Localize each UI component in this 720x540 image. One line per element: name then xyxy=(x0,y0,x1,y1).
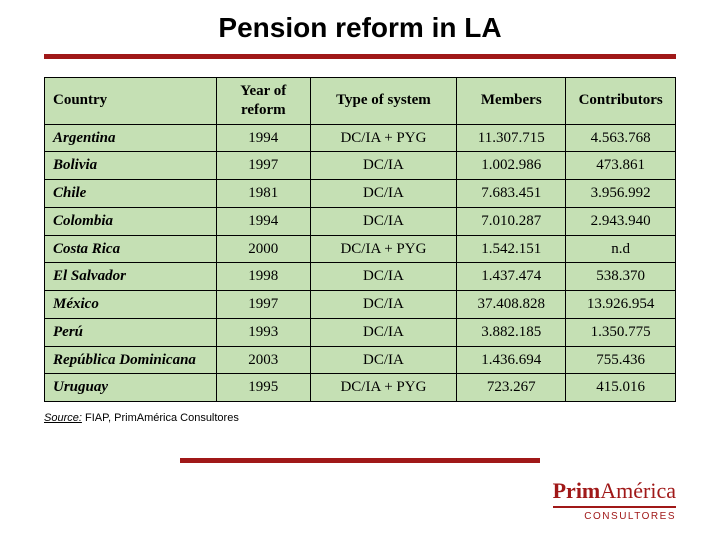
cell-year: 1998 xyxy=(216,263,310,291)
cell-year: 1997 xyxy=(216,291,310,319)
cell-contributors: 473.861 xyxy=(566,152,676,180)
cell-contributors: 415.016 xyxy=(566,374,676,402)
cell-members: 1.002.986 xyxy=(457,152,566,180)
bottom-divider xyxy=(180,458,540,463)
cell-type: DC/IA xyxy=(310,180,457,208)
table-row: México1997DC/IA37.408.82813.926.954 xyxy=(45,291,676,319)
table-row: Colombia1994DC/IA7.010.2872.943.940 xyxy=(45,207,676,235)
source-text: FIAP, PrimAmérica Consultores xyxy=(85,412,239,424)
cell-country: Bolivia xyxy=(45,152,217,180)
cell-type: DC/IA xyxy=(310,207,457,235)
col-contributors: Contributors xyxy=(566,78,676,125)
cell-country: Argentina xyxy=(45,124,217,152)
table-row: Perú1993DC/IA3.882.1851.350.775 xyxy=(45,318,676,346)
table-row: Costa Rica2000DC/IA + PYG1.542.151n.d xyxy=(45,235,676,263)
logo-wordmark: PrimAmérica xyxy=(553,478,676,504)
cell-type: DC/IA + PYG xyxy=(310,235,457,263)
cell-contributors: 4.563.768 xyxy=(566,124,676,152)
cell-type: DC/IA xyxy=(310,346,457,374)
cell-type: DC/IA + PYG xyxy=(310,374,457,402)
cell-year: 1994 xyxy=(216,124,310,152)
cell-type: DC/IA + PYG xyxy=(310,124,457,152)
logo-part1: Prim xyxy=(553,478,601,503)
cell-year: 1995 xyxy=(216,374,310,402)
brand-logo: PrimAmérica CONSULTORES xyxy=(553,478,676,522)
cell-country: El Salvador xyxy=(45,263,217,291)
col-year: Year of reform xyxy=(216,78,310,125)
cell-type: DC/IA xyxy=(310,152,457,180)
table-row: Argentina1994DC/IA + PYG11.307.7154.563.… xyxy=(45,124,676,152)
cell-country: Perú xyxy=(45,318,217,346)
top-divider xyxy=(44,54,676,59)
cell-contributors: 2.943.940 xyxy=(566,207,676,235)
logo-divider xyxy=(553,506,676,508)
cell-year: 1981 xyxy=(216,180,310,208)
cell-type: DC/IA xyxy=(310,263,457,291)
cell-country: Uruguay xyxy=(45,374,217,402)
pension-table-container: Country Year of reform Type of system Me… xyxy=(44,77,676,402)
cell-country: República Dominicana xyxy=(45,346,217,374)
cell-country: Colombia xyxy=(45,207,217,235)
pension-table: Country Year of reform Type of system Me… xyxy=(44,77,676,402)
cell-year: 1994 xyxy=(216,207,310,235)
cell-country: Costa Rica xyxy=(45,235,217,263)
cell-members: 37.408.828 xyxy=(457,291,566,319)
cell-members: 7.010.287 xyxy=(457,207,566,235)
cell-country: Chile xyxy=(45,180,217,208)
cell-year: 2000 xyxy=(216,235,310,263)
cell-members: 7.683.451 xyxy=(457,180,566,208)
col-type: Type of system xyxy=(310,78,457,125)
cell-country: México xyxy=(45,291,217,319)
cell-type: DC/IA xyxy=(310,291,457,319)
col-members: Members xyxy=(457,78,566,125)
cell-type: DC/IA xyxy=(310,318,457,346)
cell-contributors: 3.956.992 xyxy=(566,180,676,208)
cell-members: 11.307.715 xyxy=(457,124,566,152)
cell-year: 1993 xyxy=(216,318,310,346)
table-row: Bolivia1997DC/IA1.002.986473.861 xyxy=(45,152,676,180)
cell-year: 2003 xyxy=(216,346,310,374)
cell-contributors: 538.370 xyxy=(566,263,676,291)
page-title: Pension reform in LA xyxy=(0,0,720,54)
cell-members: 1.437.474 xyxy=(457,263,566,291)
logo-part2: América xyxy=(600,478,676,503)
cell-members: 1.436.694 xyxy=(457,346,566,374)
cell-contributors: 13.926.954 xyxy=(566,291,676,319)
table-row: Chile1981DC/IA7.683.4513.956.992 xyxy=(45,180,676,208)
cell-members: 3.882.185 xyxy=(457,318,566,346)
cell-contributors: 1.350.775 xyxy=(566,318,676,346)
cell-members: 723.267 xyxy=(457,374,566,402)
cell-year: 1997 xyxy=(216,152,310,180)
table-row: Uruguay1995DC/IA + PYG723.267415.016 xyxy=(45,374,676,402)
table-row: República Dominicana2003DC/IA1.436.69475… xyxy=(45,346,676,374)
source-label: Source: xyxy=(44,412,82,424)
source-line: Source: FIAP, PrimAmérica Consultores xyxy=(44,412,676,424)
cell-contributors: 755.436 xyxy=(566,346,676,374)
table-row: El Salvador1998DC/IA1.437.474538.370 xyxy=(45,263,676,291)
cell-members: 1.542.151 xyxy=(457,235,566,263)
logo-subtitle: CONSULTORES xyxy=(553,511,676,522)
col-country: Country xyxy=(45,78,217,125)
cell-contributors: n.d xyxy=(566,235,676,263)
table-header-row: Country Year of reform Type of system Me… xyxy=(45,78,676,125)
